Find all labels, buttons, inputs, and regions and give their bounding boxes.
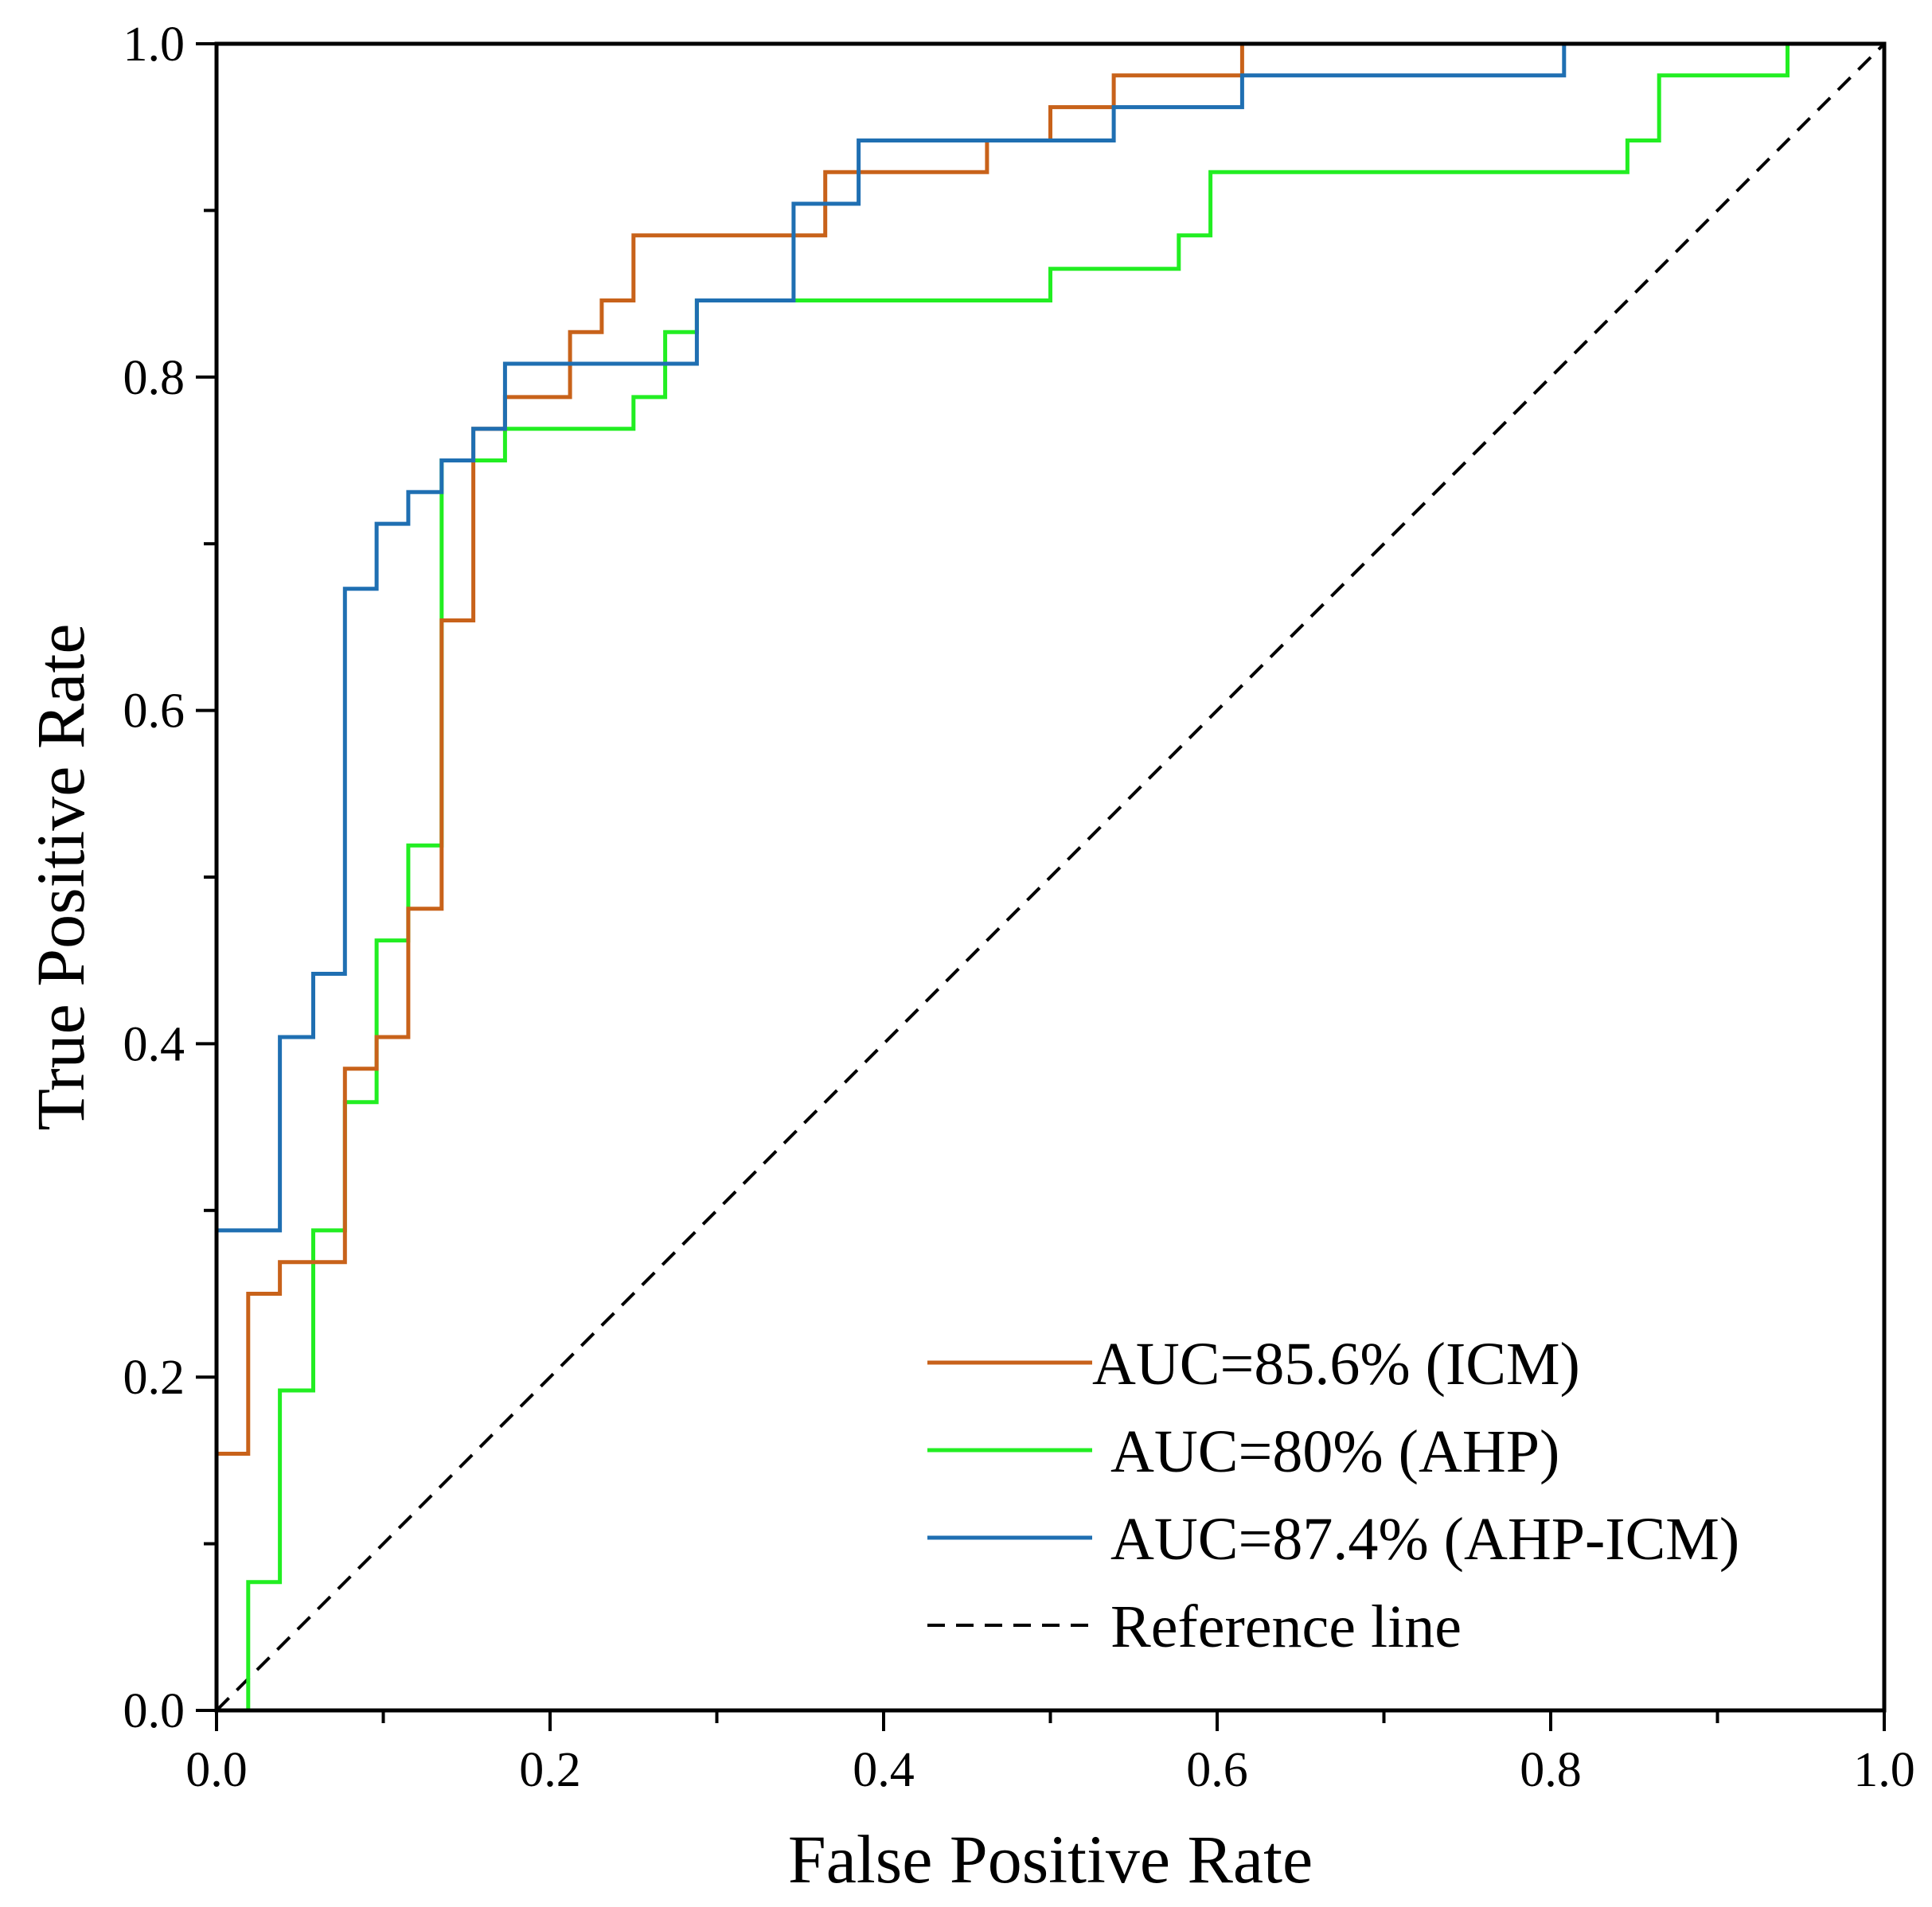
- y-tick-label: 0.4: [123, 1017, 185, 1071]
- y-tick-label: 0.2: [123, 1351, 185, 1405]
- legend-label-3: Reference line: [1110, 1593, 1462, 1660]
- x-tick-label: 0.0: [185, 1743, 248, 1797]
- x-tick-label: 0.4: [853, 1743, 915, 1797]
- legend-label-2: AUC=87.4% (AHP-ICM): [1110, 1506, 1739, 1573]
- x-tick-label: 0.8: [1520, 1743, 1582, 1797]
- x-axis-title: False Positive Rate: [788, 1821, 1313, 1897]
- series-line-3: [215, 42, 1886, 1712]
- y-tick-label: 1.0: [123, 18, 185, 72]
- y-tick-label: 0.0: [123, 1684, 185, 1738]
- axis-tick-labels: 0.0 0.2 0.4 0.6 0.8 1.0 0.0 0.2 0.4 0.6 0.8 1.0: [123, 18, 1915, 1797]
- legend-label-0: AUC=85.6% (ICM): [1092, 1331, 1580, 1398]
- plot-series: [214, 41, 1886, 1713]
- x-tick-label: 1.0: [1853, 1743, 1915, 1797]
- x-tick-label: 0.6: [1186, 1743, 1248, 1797]
- y-axis-title: True Positive Rate: [22, 623, 99, 1130]
- series-line-2: [214, 41, 1884, 1710]
- series-line-1: [217, 41, 1884, 1713]
- y-tick-label: 0.8: [123, 351, 185, 405]
- x-tick-label: 0.2: [519, 1743, 581, 1797]
- y-tick-label: 0.6: [123, 684, 185, 739]
- legend: AUC=85.6% (ICM) AUC=80% (AHP) AUC=87.4% (A…: [927, 1331, 1739, 1660]
- legend-label-1: AUC=80% (AHP): [1110, 1418, 1559, 1485]
- axis-ticks: [196, 42, 1886, 1731]
